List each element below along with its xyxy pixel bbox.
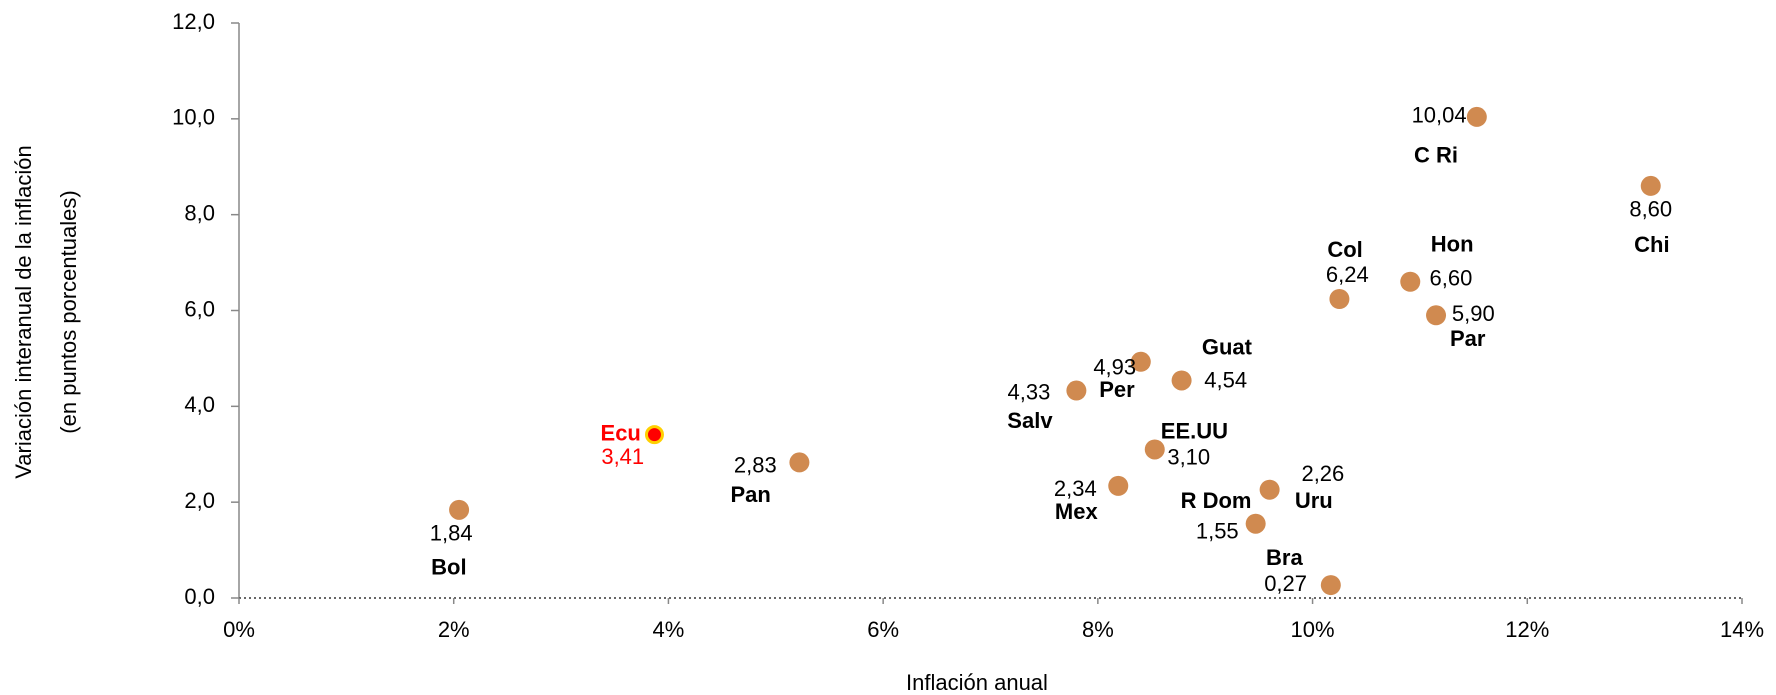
point-name: Bol bbox=[431, 555, 466, 580]
x-tick-label: 4% bbox=[653, 617, 685, 642]
point bbox=[1400, 271, 1421, 292]
value-label: 3,10 bbox=[1167, 444, 1210, 469]
point bbox=[1245, 513, 1266, 534]
point bbox=[789, 452, 810, 473]
value-label: 4,54 bbox=[1204, 367, 1247, 392]
point bbox=[1259, 479, 1280, 500]
point-name: Guat bbox=[1202, 335, 1253, 360]
point-name: Hon bbox=[1431, 231, 1474, 256]
point-name: Bra bbox=[1266, 545, 1303, 570]
point-name: Pan bbox=[731, 482, 771, 507]
point bbox=[1171, 370, 1192, 391]
y-tick-label: 0,0 bbox=[184, 584, 215, 609]
point bbox=[1066, 380, 1087, 401]
value-label: 2,34 bbox=[1054, 476, 1097, 501]
value-label: 1,84 bbox=[430, 521, 473, 546]
point-name: EE.UU bbox=[1161, 418, 1228, 443]
value-label: 6,60 bbox=[1430, 265, 1473, 290]
x-tick-label: 12% bbox=[1505, 617, 1549, 642]
point-name: Col bbox=[1327, 237, 1362, 262]
point-name: Chi bbox=[1634, 232, 1669, 257]
point bbox=[1144, 439, 1165, 460]
point bbox=[1640, 175, 1661, 196]
value-label: 6,24 bbox=[1326, 262, 1369, 287]
y-tick-label: 8,0 bbox=[184, 200, 215, 225]
point bbox=[1426, 305, 1447, 326]
x-tick-label: 10% bbox=[1291, 617, 1335, 642]
value-label: 3,41 bbox=[601, 444, 644, 469]
value-label: 4,33 bbox=[1007, 380, 1050, 405]
y-tick-label: 2,0 bbox=[184, 488, 215, 513]
x-tick-label: 8% bbox=[1082, 617, 1114, 642]
point-name: R Dom bbox=[1181, 488, 1252, 513]
value-label: 2,26 bbox=[1301, 461, 1344, 486]
value-label: 0,27 bbox=[1264, 571, 1307, 596]
x-axis-title: Inflación anual bbox=[906, 670, 1048, 695]
value-label: 8,60 bbox=[1629, 197, 1672, 222]
x-tick-label: 14% bbox=[1720, 617, 1764, 642]
y-axis-title: Variación interanual de la inflación bbox=[11, 145, 36, 478]
y-tick-label: 12,0 bbox=[172, 9, 215, 34]
point bbox=[1320, 575, 1341, 596]
point-name: Ecu bbox=[601, 420, 641, 445]
value-label: 1,55 bbox=[1196, 519, 1239, 544]
point bbox=[1329, 289, 1350, 309]
point bbox=[644, 425, 664, 445]
point bbox=[1466, 106, 1487, 127]
point bbox=[449, 499, 470, 520]
x-tick-label: 2% bbox=[438, 617, 470, 642]
point-name: Per bbox=[1099, 377, 1135, 402]
value-label: 2,83 bbox=[734, 453, 777, 478]
point-name: Salv bbox=[1007, 408, 1053, 433]
x-tick-label: 6% bbox=[867, 617, 899, 642]
value-label: 4,93 bbox=[1093, 354, 1136, 379]
x-tick-label: 0% bbox=[223, 617, 255, 642]
point-name: Par bbox=[1450, 326, 1486, 351]
y-axis-title: (en puntos porcentuales) bbox=[56, 190, 81, 433]
value-label: 10,04 bbox=[1412, 103, 1467, 128]
point bbox=[1108, 475, 1129, 496]
point-name: Mex bbox=[1055, 499, 1099, 524]
y-tick-label: 10,0 bbox=[172, 105, 215, 130]
point bbox=[1130, 351, 1151, 372]
point-name: C Ri bbox=[1414, 142, 1458, 167]
y-tick-label: 6,0 bbox=[184, 296, 215, 321]
point-name: Uru bbox=[1295, 488, 1333, 513]
y-tick-label: 4,0 bbox=[184, 392, 215, 417]
value-label: 5,90 bbox=[1452, 301, 1495, 326]
